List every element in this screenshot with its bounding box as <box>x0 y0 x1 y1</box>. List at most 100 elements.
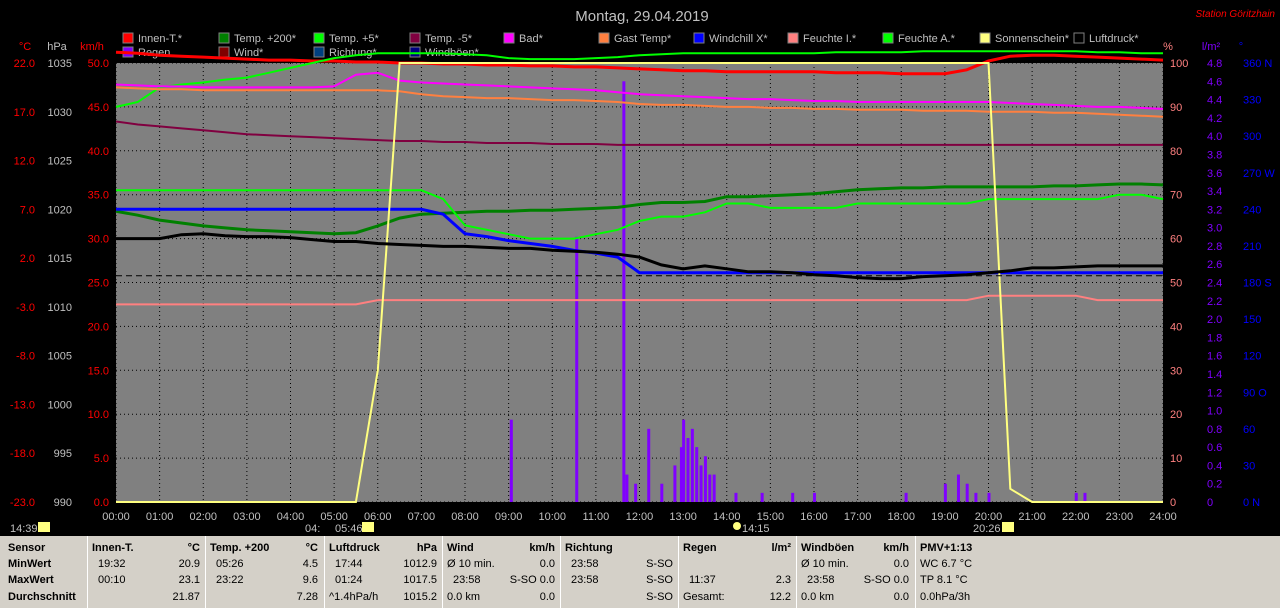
stats-cell-left: 19:32 <box>98 558 126 570</box>
tick-percent: 80 <box>1170 146 1182 158</box>
station-name: Station Göritzhain <box>1196 9 1276 20</box>
tick-direction: 240 <box>1243 204 1261 216</box>
stats-block-unit: °C <box>305 542 318 554</box>
stats-cell-left: 00:10 <box>98 574 126 586</box>
stats-block-title: Luftdruck <box>329 542 380 554</box>
tick-x: 18:00 <box>887 511 915 523</box>
tick-lm2: 4.2 <box>1207 113 1222 125</box>
tick-direction: 270 W <box>1243 168 1275 180</box>
legend-swatch <box>979 32 991 44</box>
legend-label: Windchill X* <box>709 33 768 45</box>
stats-block-unit: km/h <box>529 542 555 554</box>
stats-row-label: MinWert <box>8 558 52 570</box>
rain-bar <box>509 419 513 502</box>
tick-hpa: 1015 <box>48 253 72 265</box>
marker-sunset-time: 20:26 <box>973 523 1001 535</box>
tick-celsius: 2.0 <box>20 253 35 265</box>
tick-kmh: 25.0 <box>88 278 109 290</box>
tick-lm2: 0.2 <box>1207 479 1222 491</box>
rain-bar <box>791 492 795 502</box>
sunset-icon <box>1002 522 1014 532</box>
stats-cell-value: S-SO <box>646 574 673 586</box>
tick-lm2: 1.8 <box>1207 332 1222 344</box>
stats-cell-value: 4.5 <box>302 558 318 570</box>
stats-cell-left: 0.0 km <box>801 591 835 603</box>
legend-swatch <box>218 46 230 58</box>
tick-percent: 30 <box>1170 365 1182 377</box>
stats-cell-value: S-SO <box>646 558 673 570</box>
tick-lm2: 1.2 <box>1207 387 1222 399</box>
tick-x: 11:00 <box>583 511 610 523</box>
axis-unit-label: °C <box>19 41 31 53</box>
tick-x: 17:00 <box>844 511 872 523</box>
legend-label: Feuchte A.* <box>898 33 956 45</box>
tick-celsius: -8.0 <box>16 351 35 363</box>
stats-block-title: Wind <box>447 542 474 554</box>
axis-unit-label: ° <box>1239 41 1243 53</box>
tick-percent: 50 <box>1170 278 1182 290</box>
legend-label: Temp. +5* <box>329 33 380 45</box>
series-line <box>115 182 1164 236</box>
stats-row-label: MaxWert <box>8 574 54 586</box>
tick-kmh: 10.0 <box>88 409 109 421</box>
stats-cell-value: 1012.9 <box>403 558 437 570</box>
sun-icon <box>38 522 50 532</box>
series-line <box>115 120 1163 146</box>
tick-x: 01:00 <box>146 511 174 523</box>
tick-direction: 30 <box>1243 460 1255 472</box>
tick-kmh: 15.0 <box>88 365 109 377</box>
stats-cell-value: 23.1 <box>178 574 200 586</box>
tick-direction: 90 O <box>1243 387 1267 399</box>
tick-hpa: 995 <box>54 448 72 460</box>
legend-swatch <box>882 32 894 44</box>
marker-moon2-time: 14:15 <box>742 523 770 535</box>
plot-area <box>116 63 1163 502</box>
tick-x: 05:00 <box>320 511 348 523</box>
tick-celsius: 12.0 <box>14 156 35 168</box>
tick-direction: 180 S <box>1243 278 1272 290</box>
tick-hpa: 990 <box>54 497 72 509</box>
rain-bar <box>647 428 651 502</box>
tick-x: 10:00 <box>538 511 566 523</box>
stats-separator <box>915 536 916 608</box>
series-line <box>116 62 1163 503</box>
tick-direction: 300 <box>1243 131 1261 143</box>
stats-row-label: Sensor <box>8 542 46 554</box>
tick-lm2: 2.4 <box>1207 278 1222 290</box>
tick-direction: 60 <box>1243 424 1255 436</box>
legend-swatch <box>409 32 421 44</box>
tick-percent: 0 <box>1170 497 1176 509</box>
stats-cell-left: Gesamt: <box>683 591 725 603</box>
rain-bar <box>682 419 686 502</box>
tick-x: 03:00 <box>233 511 261 523</box>
stats-cell-left: 23:58 <box>807 574 835 586</box>
legend-label: Temp. +200* <box>234 33 297 45</box>
stats-cell-value: 21.87 <box>172 591 200 603</box>
tick-celsius: -23.0 <box>10 497 35 509</box>
rain-bar <box>695 447 699 502</box>
tick-x: 16:00 <box>800 511 828 523</box>
tick-lm2: 4.6 <box>1207 76 1222 88</box>
stats-cell-value: S-SO <box>646 591 673 603</box>
rain-bar <box>686 437 690 502</box>
tick-lm2: 1.4 <box>1207 369 1222 381</box>
marker-moon-time: 04: <box>305 523 320 535</box>
tick-celsius: 7.0 <box>20 204 35 216</box>
tick-hpa: 1005 <box>48 351 72 363</box>
stats-cell-left: 23:22 <box>216 574 244 586</box>
tick-lm2: 3.8 <box>1207 149 1222 161</box>
tick-lm2: 0 <box>1207 497 1213 509</box>
sunrise-icon <box>362 522 374 532</box>
tick-x: 22:00 <box>1062 511 1090 523</box>
rain-bar <box>760 492 764 502</box>
stats-separator <box>442 536 443 608</box>
legend-label: Wind* <box>234 47 264 59</box>
stats-block-title: Innen-T. <box>92 542 134 554</box>
tick-lm2: 4.8 <box>1207 58 1222 70</box>
tick-x: 15:00 <box>757 511 785 523</box>
stats-block-title: Richtung <box>565 542 613 554</box>
tick-lm2: 0.4 <box>1207 460 1222 472</box>
tick-kmh: 50.0 <box>88 58 109 70</box>
rain-bar <box>712 474 716 502</box>
